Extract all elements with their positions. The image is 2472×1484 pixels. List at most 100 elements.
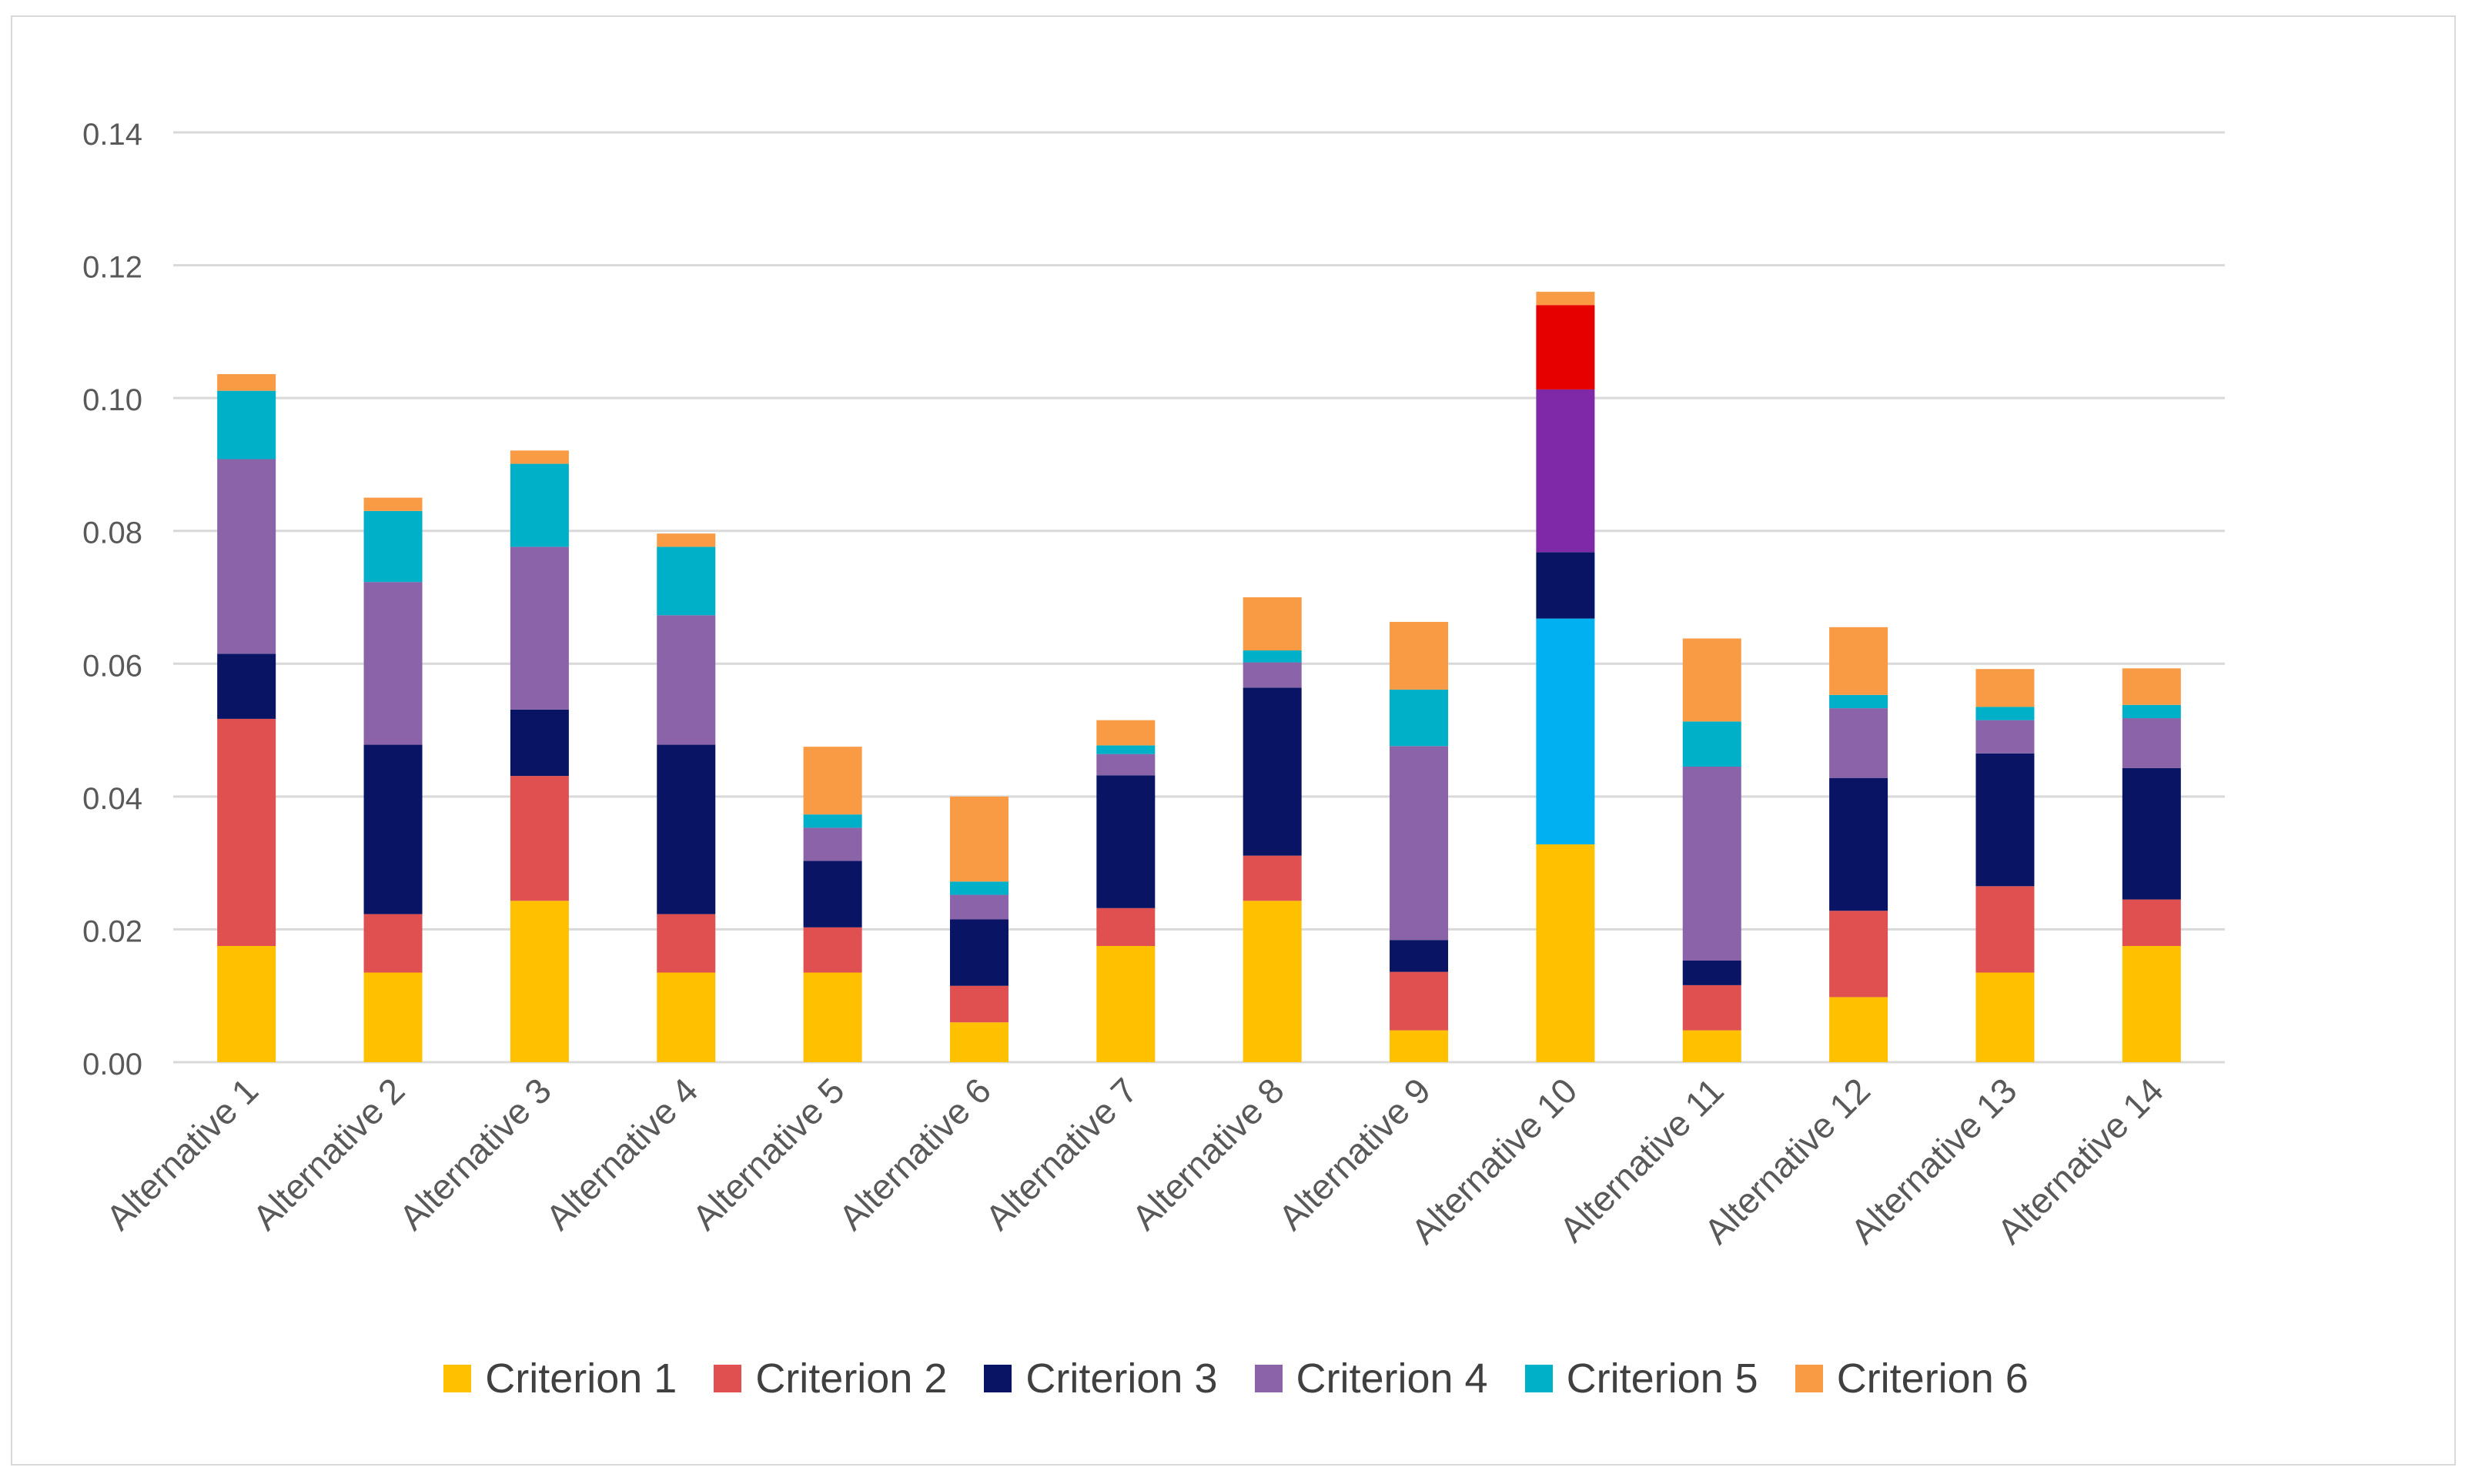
bar-segment: [2122, 718, 2181, 768]
bar-segment: [217, 374, 276, 391]
legend: Criterion 1 Criterion 2 Criterion 3 Criteri…: [0, 1355, 2472, 1402]
legend-label: Criterion 2: [755, 1355, 948, 1402]
bar-segment: [1682, 638, 1741, 722]
bar-segment: [1682, 984, 1741, 1031]
bar-segment: [1975, 972, 2035, 1062]
bar-segment: [1243, 687, 1302, 856]
bar-segment: [1536, 552, 1595, 619]
bars: [217, 292, 2181, 1062]
bar-segment: [949, 919, 1009, 986]
bar-segment: [1829, 627, 1888, 695]
bar-segment: [1829, 911, 1888, 998]
legend-label: Criterion 3: [1025, 1355, 1218, 1402]
bar-segment: [510, 709, 569, 777]
bar-segment: [510, 450, 569, 464]
bar-segment: [2122, 946, 2181, 1062]
y-tick-label: 0.00: [82, 1048, 142, 1081]
bar-segment: [657, 533, 716, 547]
bar-segment: [1682, 767, 1741, 961]
bar-segment: [2122, 899, 2181, 946]
bar-segment: [1829, 997, 1888, 1062]
bar-segment: [510, 463, 569, 547]
bar-segment: [510, 901, 569, 1062]
bar-segment: [363, 744, 423, 914]
bar-segment: [1682, 1030, 1741, 1062]
y-tick-label: 0.14: [82, 118, 142, 152]
x-tick-label: Alternative 4: [538, 1070, 706, 1238]
x-tick-label: Alternative 1: [99, 1070, 266, 1238]
x-tick-label: Alternative 6: [831, 1070, 999, 1238]
x-tick-label: Alternative 3: [391, 1070, 559, 1238]
bar-segment: [657, 914, 716, 973]
bar-segment: [949, 1022, 1009, 1062]
bar-segment: [803, 814, 862, 828]
y-tick-label: 0.12: [82, 251, 142, 285]
bar-segment: [217, 653, 276, 719]
y-tick-label: 0.06: [82, 649, 142, 683]
bar-segment: [1536, 305, 1595, 389]
bar-segment: [1536, 618, 1595, 844]
legend-item: Criterion 1: [443, 1355, 677, 1402]
bar-segment: [1390, 746, 1449, 941]
legend-swatch: [1795, 1365, 1823, 1392]
bar-segment: [363, 972, 423, 1062]
bar-segment: [949, 894, 1009, 920]
legend-label: Criterion 1: [485, 1355, 677, 1402]
bar-segment: [1536, 389, 1595, 553]
y-axis-tick-labels: 0.00 0.02 0.04 0.06 0.08 0.10 0.12 0.14: [82, 118, 142, 1081]
x-tick-label: Alternative 5: [684, 1070, 852, 1238]
legend-label: Criterion 4: [1296, 1355, 1488, 1402]
bar-segment: [363, 497, 423, 511]
bar-segment: [1829, 708, 1888, 778]
bar-segment: [1975, 720, 2035, 754]
bar-segment: [1829, 694, 1888, 709]
bar-segment: [803, 827, 862, 861]
bar-segment: [1390, 971, 1449, 1031]
x-tick-label: Alternative 7: [978, 1070, 1146, 1238]
x-tick-label: Alternative 2: [245, 1070, 413, 1238]
bar-segment: [1390, 940, 1449, 972]
bar-segment: [1243, 855, 1302, 901]
bar-segment: [1682, 721, 1741, 767]
bar-segment: [217, 459, 276, 654]
legend-swatch: [1524, 1365, 1553, 1392]
bar-segment: [1975, 886, 2035, 973]
bar-segment: [949, 796, 1009, 882]
gridlines: [173, 131, 2225, 1064]
bar-segment: [657, 744, 716, 914]
bar-segment: [1096, 754, 1156, 776]
bar-segment: [1243, 597, 1302, 651]
y-tick-label: 0.10: [82, 383, 142, 417]
bar-segment: [217, 718, 276, 946]
bar-segment: [657, 546, 716, 616]
legend-swatch: [714, 1365, 742, 1392]
bar-segment: [657, 615, 716, 745]
bar-segment: [363, 914, 423, 973]
bar-segment: [1975, 753, 2035, 887]
bar-segment: [2122, 704, 2181, 719]
legend-item: Criterion 5: [1524, 1355, 1758, 1402]
bar-segment: [1829, 777, 1888, 911]
bar-segment: [803, 927, 862, 973]
bar-segment: [1243, 650, 1302, 663]
bar-segment: [1390, 689, 1449, 747]
bar-segment: [1390, 1030, 1449, 1062]
bar-segment: [2122, 668, 2181, 705]
bar-segment: [363, 510, 423, 583]
bar-segment: [217, 946, 276, 1062]
bar-segment: [217, 390, 276, 460]
legend-label: Criterion 6: [1836, 1355, 2029, 1402]
bar-segment: [1536, 292, 1595, 306]
y-tick-label: 0.04: [82, 782, 142, 816]
bar-segment: [510, 776, 569, 901]
bar-segment: [2122, 767, 2181, 900]
bar-segment: [1096, 907, 1156, 946]
bar-segment: [803, 972, 862, 1062]
bar-segment: [1096, 745, 1156, 754]
x-tick-label: Alternative 8: [1124, 1070, 1292, 1238]
bar-segment: [803, 747, 862, 815]
legend-swatch: [1254, 1365, 1283, 1392]
bar-segment: [949, 985, 1009, 1023]
